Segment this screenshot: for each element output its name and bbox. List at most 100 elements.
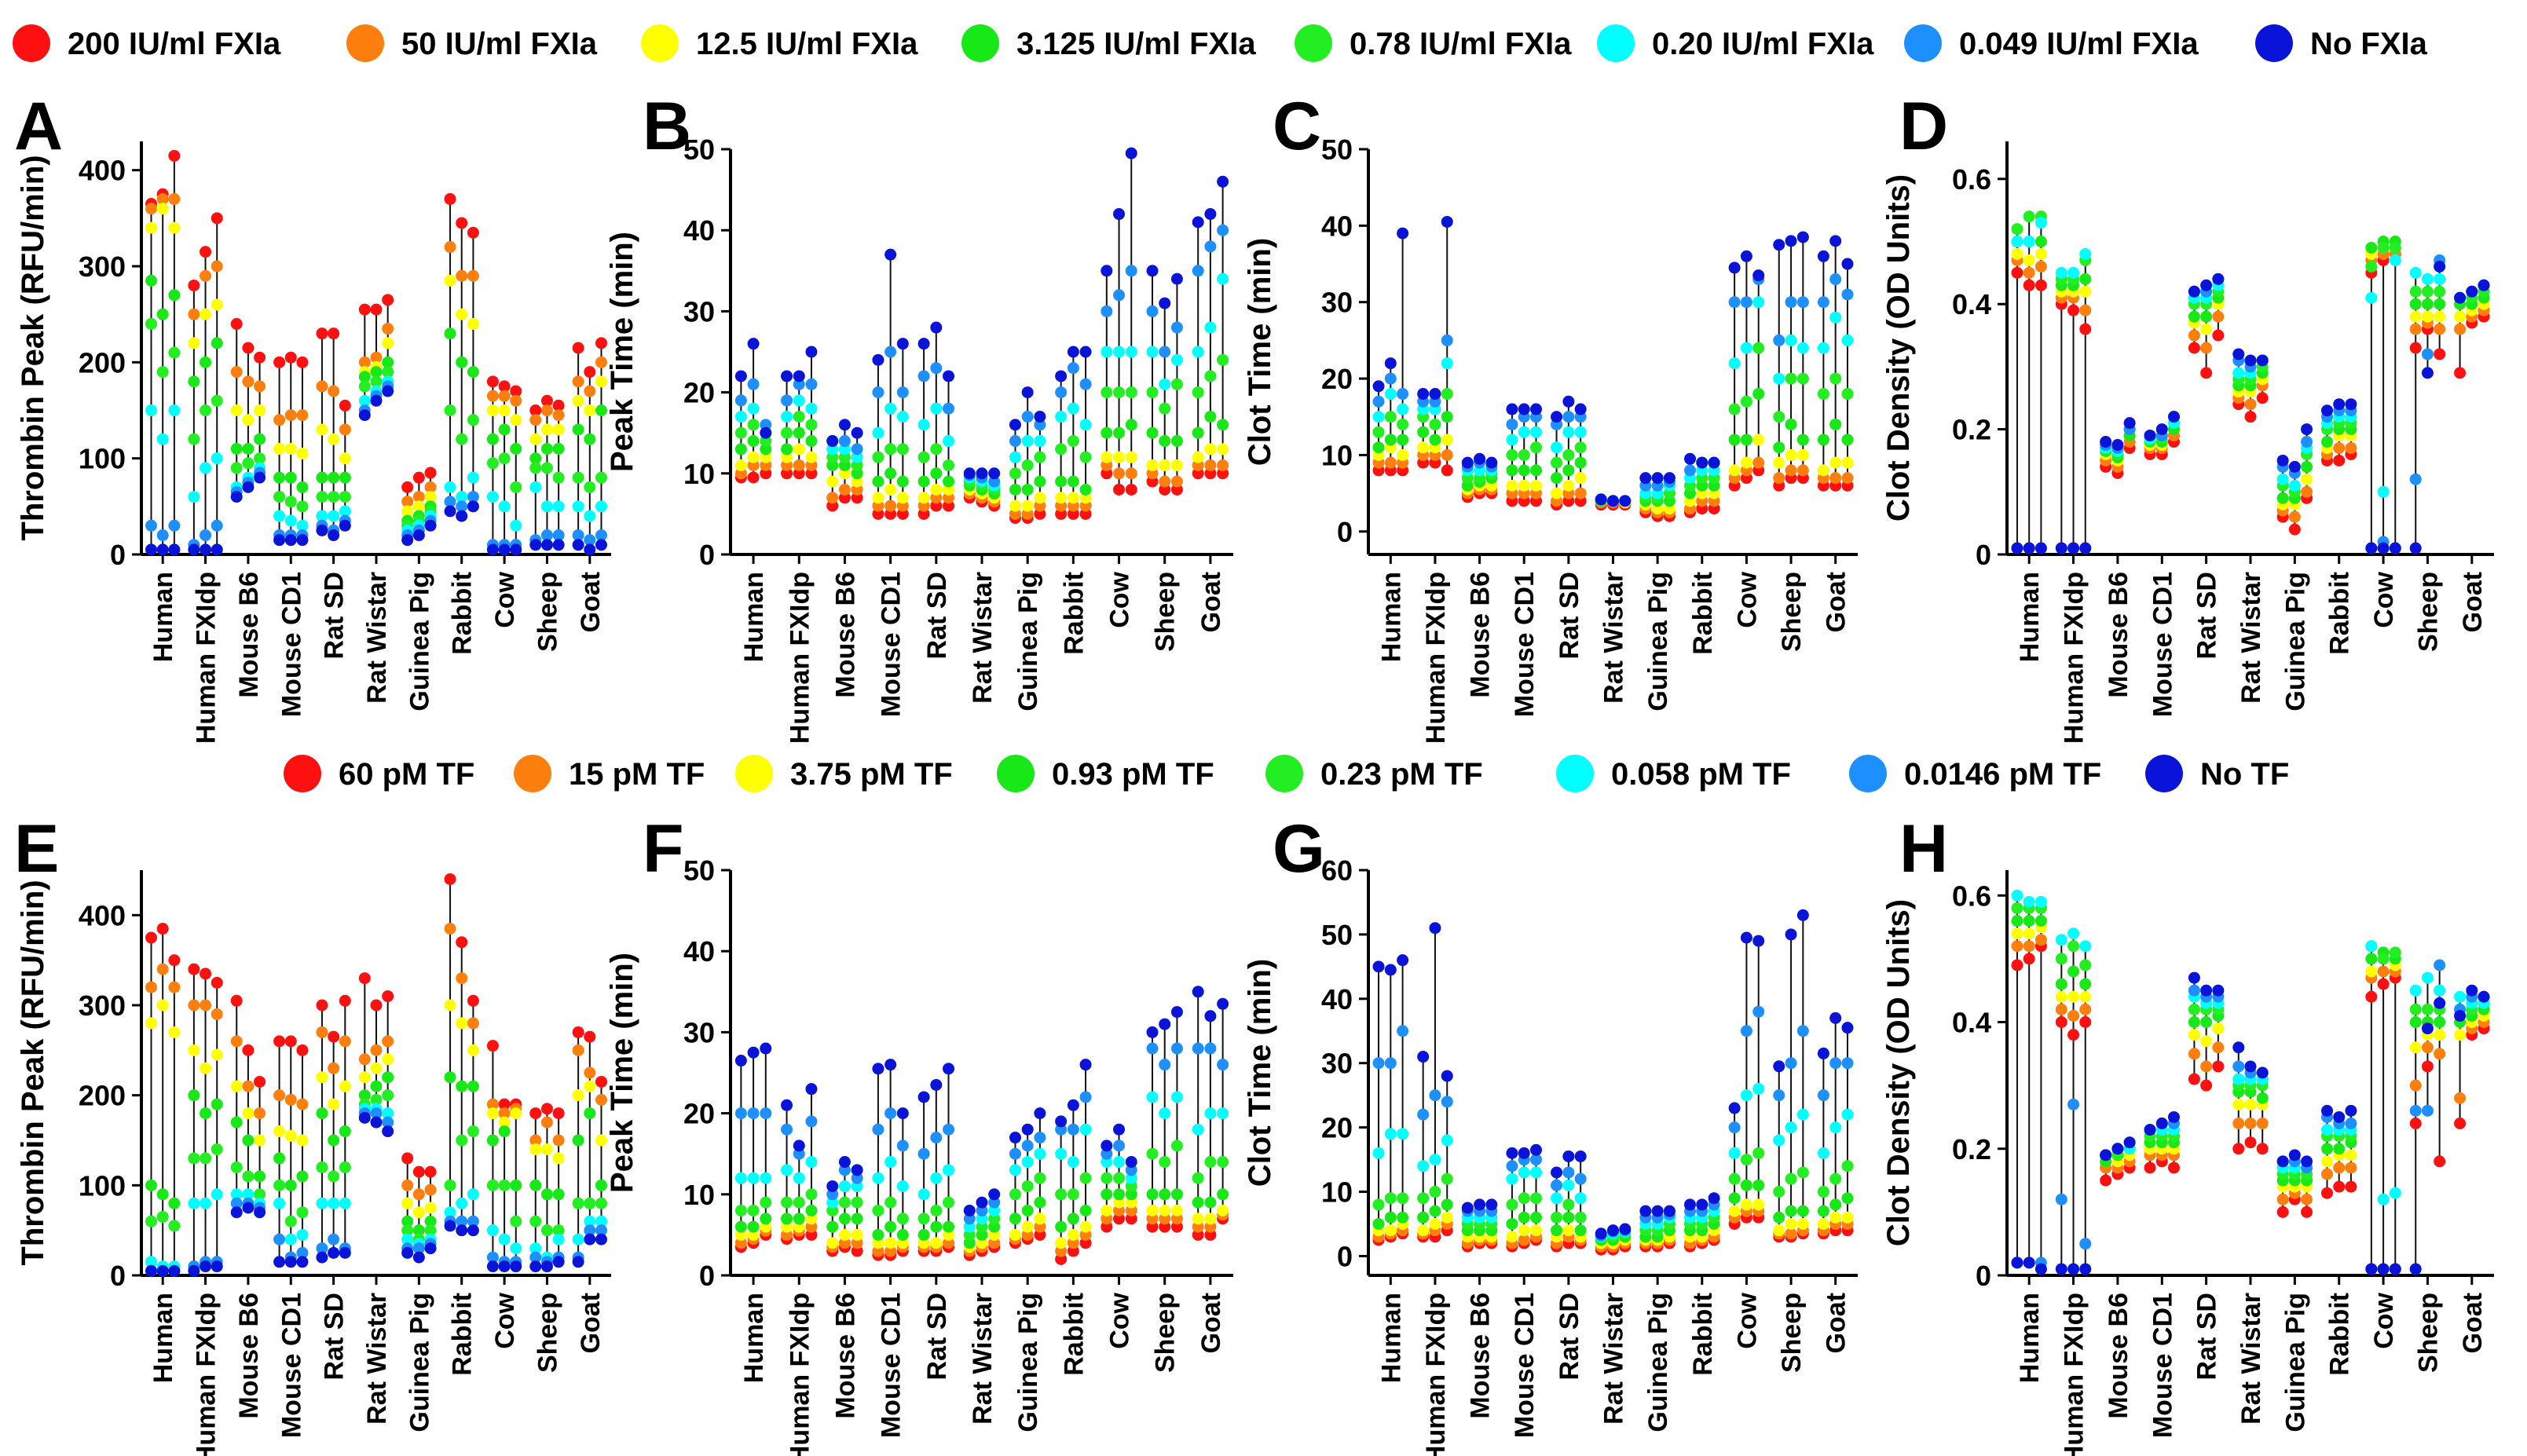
data-point <box>930 1172 943 1184</box>
data-point <box>572 539 584 551</box>
legend-top: 200 IU/ml FXIa 50 IU/ml FXIa 12.5 IU/ml FX… <box>13 24 2428 62</box>
legend-label-8: No FXIa <box>2310 27 2428 61</box>
data-point <box>781 426 793 439</box>
data-point <box>254 433 266 445</box>
data-point <box>273 1089 286 1102</box>
data-point <box>1728 357 1741 370</box>
data-point <box>1192 451 1204 463</box>
data-point <box>917 1091 930 1103</box>
data-point <box>1829 311 1842 324</box>
data-point <box>760 426 772 439</box>
data-point <box>1159 1188 1171 1201</box>
data-point <box>793 1220 805 1233</box>
x-tick-label: Mouse B6 <box>1466 572 1496 698</box>
data-point <box>242 414 255 426</box>
data-point <box>1518 464 1530 477</box>
data-point <box>1740 395 1752 408</box>
data-point <box>1113 1204 1126 1216</box>
data-point <box>200 404 212 417</box>
data-point <box>1651 472 1664 485</box>
data-point <box>2256 1092 2269 1104</box>
data-point <box>2067 1098 2080 1110</box>
data-point <box>1009 451 1021 463</box>
x-tick-label: Rat Wistar <box>1599 1293 1629 1425</box>
data-point <box>2023 279 2035 291</box>
data-point <box>851 426 863 439</box>
x-tick-label: Human <box>2015 572 2045 662</box>
data-point <box>1441 464 1453 477</box>
data-point <box>1740 1154 1752 1166</box>
legend-label-3: 3.75 pM TF <box>790 757 953 792</box>
data-point <box>595 539 607 551</box>
data-point <box>1397 1128 1409 1140</box>
data-point <box>510 481 522 493</box>
data-point <box>456 1215 468 1227</box>
data-point <box>595 1134 607 1147</box>
data-point <box>2244 398 2257 411</box>
data-point <box>1796 448 1809 461</box>
data-point <box>572 423 584 436</box>
data-point <box>540 500 553 513</box>
data-point <box>1429 1217 1441 1230</box>
data-point <box>963 1237 976 1249</box>
data-point <box>572 1197 584 1209</box>
data-point <box>1204 1228 1217 1241</box>
data-point <box>2333 1143 2346 1155</box>
data-point <box>1796 296 1809 309</box>
data-point <box>747 1107 760 1120</box>
data-point <box>851 492 863 504</box>
data-point <box>1113 1213 1126 1225</box>
data-point <box>1829 1198 1842 1211</box>
data-point <box>943 1196 955 1209</box>
data-point <box>168 346 181 359</box>
x-tick-label: Rabbit <box>1059 572 1089 655</box>
data-point <box>2244 354 2257 367</box>
data-point <box>1506 1217 1518 1230</box>
legend-swatch-2 <box>346 24 384 62</box>
legend-swatch-5 <box>1295 24 1332 62</box>
data-point <box>1101 1147 1113 1160</box>
x-tick-label: Guinea Pig <box>1013 1293 1043 1432</box>
data-point <box>976 1204 988 1216</box>
data-point <box>424 1183 437 1196</box>
data-point <box>1841 1108 1854 1121</box>
data-point <box>1079 1172 1092 1184</box>
x-tick-label: Human FXIdp <box>785 572 815 744</box>
data-point <box>838 483 851 496</box>
data-point <box>781 1123 793 1136</box>
data-point <box>382 356 394 368</box>
data-point <box>2389 542 2401 554</box>
data-point <box>254 1075 266 1088</box>
data-point <box>1740 296 1752 309</box>
data-point <box>230 1161 243 1173</box>
data-point <box>1417 388 1430 401</box>
data-point <box>444 873 456 885</box>
data-point <box>370 1044 383 1056</box>
data-point <box>1170 1204 1183 1216</box>
x-tick-label: Sheep <box>1151 572 1181 652</box>
data-point <box>1441 334 1453 346</box>
x-tick-label: Sheep <box>533 1293 562 1373</box>
data-point <box>851 483 863 496</box>
data-point <box>826 492 839 504</box>
x-tick-label: Sheep <box>1777 1293 1807 1373</box>
data-point <box>747 459 760 471</box>
data-point <box>760 1107 772 1120</box>
data-point <box>1170 459 1183 471</box>
data-point <box>273 1197 286 1209</box>
data-point <box>1785 464 1797 477</box>
data-point <box>156 192 169 205</box>
data-point <box>2155 423 2168 436</box>
data-point <box>2034 217 2047 229</box>
data-point <box>328 510 340 522</box>
data-point <box>168 954 181 967</box>
data-point <box>328 1233 340 1246</box>
data-point <box>2023 953 2035 965</box>
data-point <box>2067 990 2080 1003</box>
data-point <box>1079 1059 1092 1071</box>
data-point <box>1607 1224 1619 1237</box>
data-point <box>510 385 522 397</box>
data-point <box>1113 426 1126 439</box>
data-point <box>2454 990 2467 1003</box>
